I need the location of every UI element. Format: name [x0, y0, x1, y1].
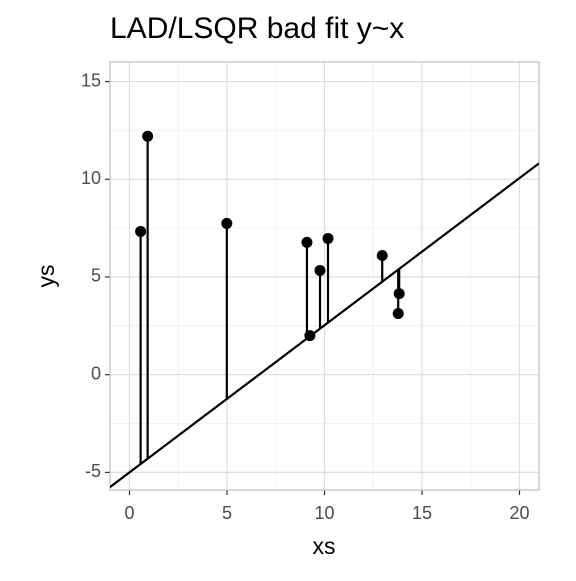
y-tick-label: 5 — [91, 266, 101, 286]
point — [142, 130, 154, 142]
y-tick-label: 0 — [91, 363, 101, 383]
y-tick-label: 10 — [81, 168, 101, 188]
x-tick-label: 20 — [509, 503, 529, 523]
point — [392, 308, 404, 320]
x-tick-label: 0 — [124, 503, 134, 523]
y-axis-title: ys — [33, 265, 59, 288]
fit-line — [110, 162, 539, 489]
panel-border — [109, 61, 540, 491]
chart-title: LAD/LSQR bad fit y~x — [110, 12, 404, 45]
point — [221, 217, 233, 229]
x-tick-label: 5 — [222, 503, 232, 523]
point — [376, 249, 388, 261]
point — [314, 265, 326, 277]
point — [301, 236, 313, 248]
y-tick-label: -5 — [85, 461, 101, 481]
x-tick-label: 15 — [412, 503, 432, 523]
point — [304, 330, 316, 342]
x-axis-title: xs — [313, 533, 336, 559]
y-tick-label: 15 — [81, 70, 101, 90]
point — [322, 232, 334, 244]
point — [135, 225, 147, 237]
x-tick-label: 10 — [314, 503, 334, 523]
